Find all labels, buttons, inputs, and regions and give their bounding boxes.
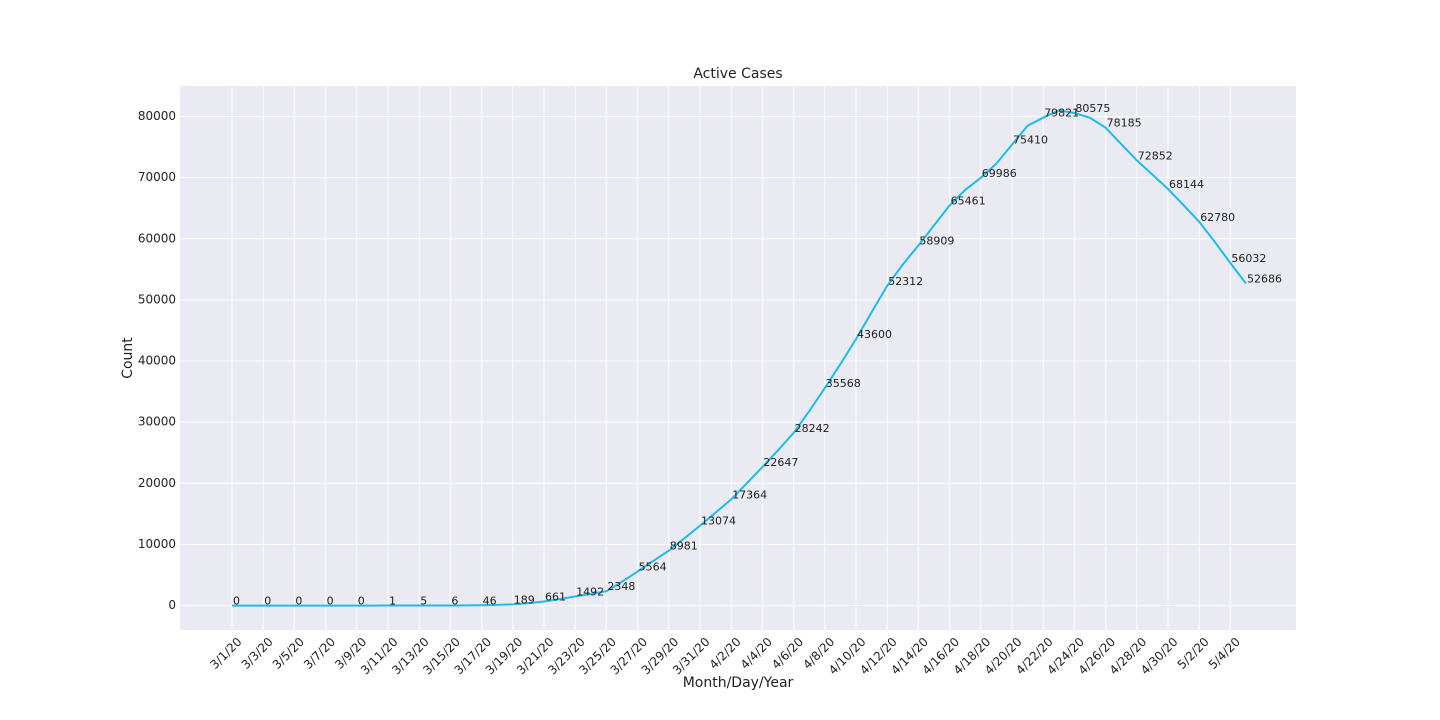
- x-tick-label: 3/3/20: [239, 635, 276, 672]
- data-label: 5: [420, 595, 427, 608]
- data-label: 13074: [701, 515, 736, 528]
- data-label: 69986: [982, 167, 1017, 180]
- data-label: 1: [389, 595, 396, 608]
- data-label: 6: [451, 595, 458, 608]
- data-label: 17364: [732, 488, 767, 501]
- data-label: 72852: [1138, 149, 1173, 162]
- x-axis-label: Month/Day/Year: [683, 675, 794, 691]
- data-label: 52312: [888, 275, 923, 288]
- data-label: 52686: [1247, 273, 1282, 286]
- y-tick-label: 80000: [138, 109, 176, 123]
- data-label: 43600: [857, 328, 892, 341]
- data-label: 661: [545, 591, 566, 604]
- x-tick-label: 3/1/20: [207, 635, 244, 672]
- data-label: 80575: [1075, 102, 1110, 115]
- y-axis-label: Count: [120, 337, 136, 379]
- y-tick-label: 30000: [138, 415, 176, 429]
- data-label: 0: [233, 595, 240, 608]
- data-label: 58909: [919, 234, 954, 247]
- data-label: 62780: [1200, 211, 1235, 224]
- y-tick-label: 50000: [138, 292, 176, 306]
- data-label: 75410: [1013, 134, 1048, 147]
- x-tick-label: 4/6/20: [769, 635, 806, 672]
- x-tick-label: 4/2/20: [707, 635, 744, 672]
- data-label: 22647: [763, 456, 798, 469]
- data-label: 2348: [607, 580, 635, 593]
- data-line: [232, 109, 1247, 607]
- data-label: 0: [264, 595, 271, 608]
- data-label: 46: [483, 594, 497, 607]
- data-label: 28242: [795, 422, 830, 435]
- x-tick-label: 5/4/20: [1206, 635, 1243, 672]
- y-tick-label: 70000: [138, 170, 176, 184]
- data-label: 5564: [639, 561, 667, 574]
- data-label: 35568: [826, 377, 861, 390]
- chart-title: Active Cases: [693, 66, 782, 82]
- y-tick-label: 20000: [138, 476, 176, 490]
- x-tick-label: 5/2/20: [1175, 635, 1212, 672]
- data-label: 0: [295, 595, 302, 608]
- data-label: 0: [358, 595, 365, 608]
- data-label: 65461: [951, 194, 986, 207]
- data-label: 8981: [670, 540, 698, 553]
- data-label: 56032: [1231, 252, 1266, 265]
- y-tick-label: 10000: [138, 537, 176, 551]
- data-label: 0: [327, 595, 334, 608]
- data-label: 79821: [1044, 107, 1079, 120]
- data-label: 78185: [1107, 117, 1142, 130]
- plot-background: [180, 86, 1296, 630]
- y-tick-label: 0: [168, 598, 176, 612]
- y-tick-label: 60000: [138, 231, 176, 245]
- y-tick-label: 40000: [138, 354, 176, 368]
- data-label: 1492: [576, 585, 604, 598]
- x-tick-label: 3/5/20: [270, 635, 307, 672]
- data-label: 189: [514, 593, 535, 606]
- x-tick-label: 3/7/20: [301, 635, 338, 672]
- data-label: 68144: [1169, 178, 1204, 191]
- x-tick-label: 4/4/20: [738, 635, 775, 672]
